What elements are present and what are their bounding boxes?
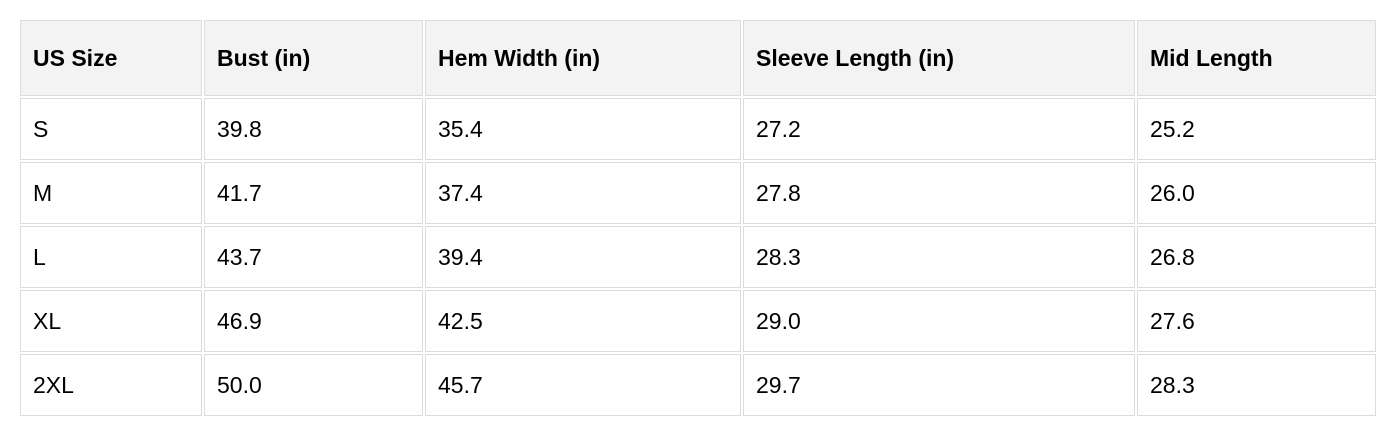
table-cell: 50.0 — [204, 354, 423, 416]
table-cell: 41.7 — [204, 162, 423, 224]
size-chart-table: US Size Bust (in) Hem Width (in) Sleeve Len… — [18, 18, 1378, 418]
table-cell: M — [20, 162, 202, 224]
table-cell: 26.0 — [1137, 162, 1376, 224]
table-cell: L — [20, 226, 202, 288]
column-header: Bust (in) — [204, 20, 423, 96]
table-cell: 28.3 — [743, 226, 1135, 288]
table-row: L 43.7 39.4 28.3 26.8 — [20, 226, 1376, 288]
table-cell: 39.8 — [204, 98, 423, 160]
table-row: S 39.8 35.4 27.2 25.2 — [20, 98, 1376, 160]
table-row: XL 46.9 42.5 29.0 27.6 — [20, 290, 1376, 352]
table-cell: XL — [20, 290, 202, 352]
table-cell: 37.4 — [425, 162, 741, 224]
table-cell: 35.4 — [425, 98, 741, 160]
table-row: M 41.7 37.4 27.8 26.0 — [20, 162, 1376, 224]
table-cell: 26.8 — [1137, 226, 1376, 288]
column-header: Sleeve Length (in) — [743, 20, 1135, 96]
table-row: 2XL 50.0 45.7 29.7 28.3 — [20, 354, 1376, 416]
table-cell: 46.9 — [204, 290, 423, 352]
table-cell: 25.2 — [1137, 98, 1376, 160]
table-cell: 39.4 — [425, 226, 741, 288]
table-cell: 42.5 — [425, 290, 741, 352]
table-cell: 29.7 — [743, 354, 1135, 416]
header-row: US Size Bust (in) Hem Width (in) Sleeve Len… — [20, 20, 1376, 96]
column-header: Mid Length — [1137, 20, 1376, 96]
table-cell: 45.7 — [425, 354, 741, 416]
table-cell: 27.2 — [743, 98, 1135, 160]
table-cell: 2XL — [20, 354, 202, 416]
table-cell: 29.0 — [743, 290, 1135, 352]
table-cell: 28.3 — [1137, 354, 1376, 416]
column-header: US Size — [20, 20, 202, 96]
table-cell: S — [20, 98, 202, 160]
table-cell: 27.8 — [743, 162, 1135, 224]
table-cell: 27.6 — [1137, 290, 1376, 352]
table-cell: 43.7 — [204, 226, 423, 288]
column-header: Hem Width (in) — [425, 20, 741, 96]
